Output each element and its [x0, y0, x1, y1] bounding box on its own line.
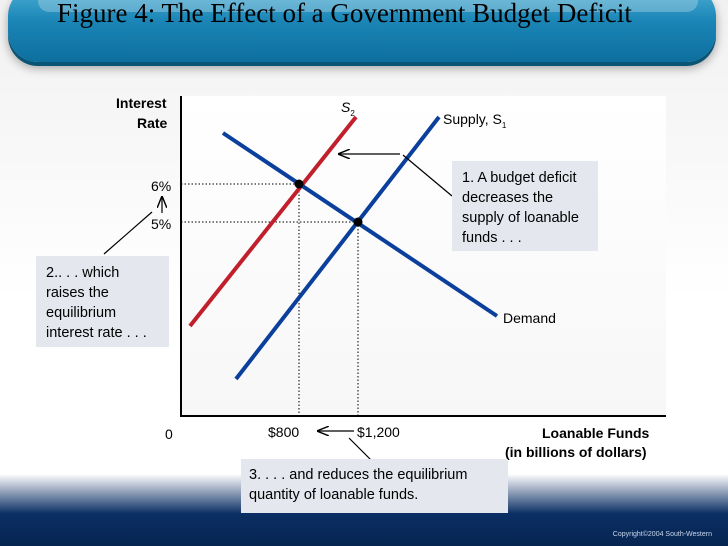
note3-line: quantity of loanable funds.	[249, 487, 419, 503]
demand-label: Demand	[503, 310, 556, 326]
y-axis-label-line1: Interest	[116, 95, 167, 111]
note2-line: 2.. . . which	[46, 265, 120, 281]
copyright: Copyright©2004 South-Western	[612, 531, 712, 538]
supply-s1-curve	[234, 115, 441, 381]
note1-line: decreases the	[462, 190, 554, 206]
note1-line: funds . . .	[462, 230, 522, 246]
s2-label: S2	[341, 99, 355, 118]
x-axis-label-line2: (in billions of dollars)	[505, 444, 647, 460]
note-budget-deficit: 1. A budget deficit decreases the supply…	[452, 161, 598, 251]
note3-pointer	[348, 437, 374, 463]
s2-label-sub: 2	[350, 108, 355, 118]
y-tick-6pct: 6%	[151, 178, 172, 194]
figure-title: Figure 4: The Effect of a Government Bud…	[57, 0, 632, 28]
x-tick-1200: $1,200	[357, 424, 400, 440]
note2-line: equilibrium	[46, 305, 117, 321]
supply-s1-label-main: Supply, S	[443, 111, 502, 127]
x-tick-800: $800	[268, 424, 300, 440]
supply-s1-label: Supply, S1	[443, 111, 506, 130]
s2-label-main: S	[341, 99, 351, 115]
note1-pointer	[402, 154, 453, 197]
title-bar-shine	[38, 0, 698, 12]
title-bar	[8, 0, 716, 62]
note-raises-rate: 2.. . . which raises the equilibrium int…	[36, 256, 169, 347]
plot-area	[181, 96, 666, 416]
note3-line: 3. . . . and reduces the equilibrium	[249, 467, 468, 483]
equilibrium-point-initial	[353, 217, 363, 227]
y-tick-5pct: 5%	[151, 216, 172, 232]
supply-s1-label-sub: 1	[501, 120, 507, 130]
origin-label: 0	[165, 426, 173, 442]
note1-line: supply of loanable	[462, 210, 579, 226]
x-axis-label-line1: Loanable Funds	[542, 425, 650, 441]
note2-line: interest rate . . .	[46, 325, 147, 341]
equilibrium-point-new	[294, 179, 304, 189]
note2-pointer	[103, 211, 153, 255]
note2-line: raises the	[46, 285, 109, 301]
s2-curve	[188, 115, 358, 328]
note-reduces-quantity: 3. . . . and reduces the equilibrium qua…	[241, 459, 508, 513]
y-axis-label-line2: Rate	[137, 115, 168, 131]
note1-line: 1. A budget deficit	[462, 170, 577, 186]
